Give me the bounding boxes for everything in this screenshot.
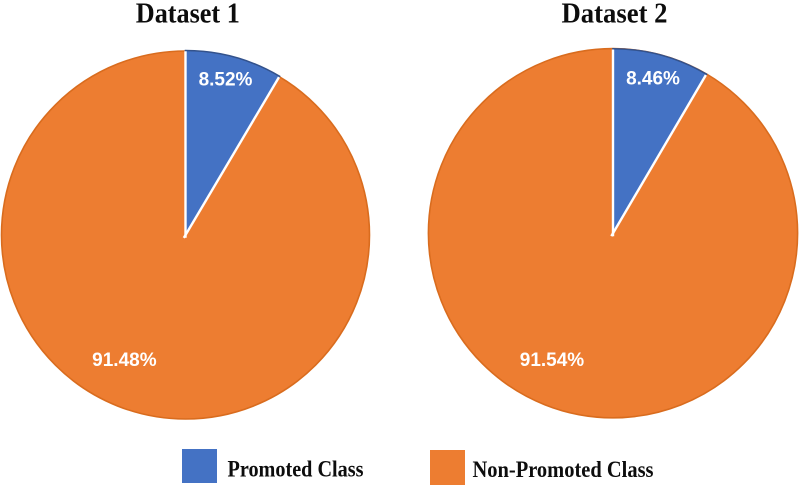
svg-text:Dataset 2: Dataset 2	[562, 0, 668, 30]
svg-text:8.52%: 8.52%	[199, 70, 253, 91]
svg-text:Promoted Class: Promoted Class	[228, 457, 364, 482]
svg-text:91.54%: 91.54%	[520, 350, 585, 371]
svg-text:Non-Promoted Class: Non-Promoted Class	[473, 457, 654, 482]
svg-text:91.48%: 91.48%	[92, 350, 157, 371]
svg-text:8.46%: 8.46%	[626, 69, 680, 90]
svg-text:Dataset 1: Dataset 1	[136, 0, 240, 30]
